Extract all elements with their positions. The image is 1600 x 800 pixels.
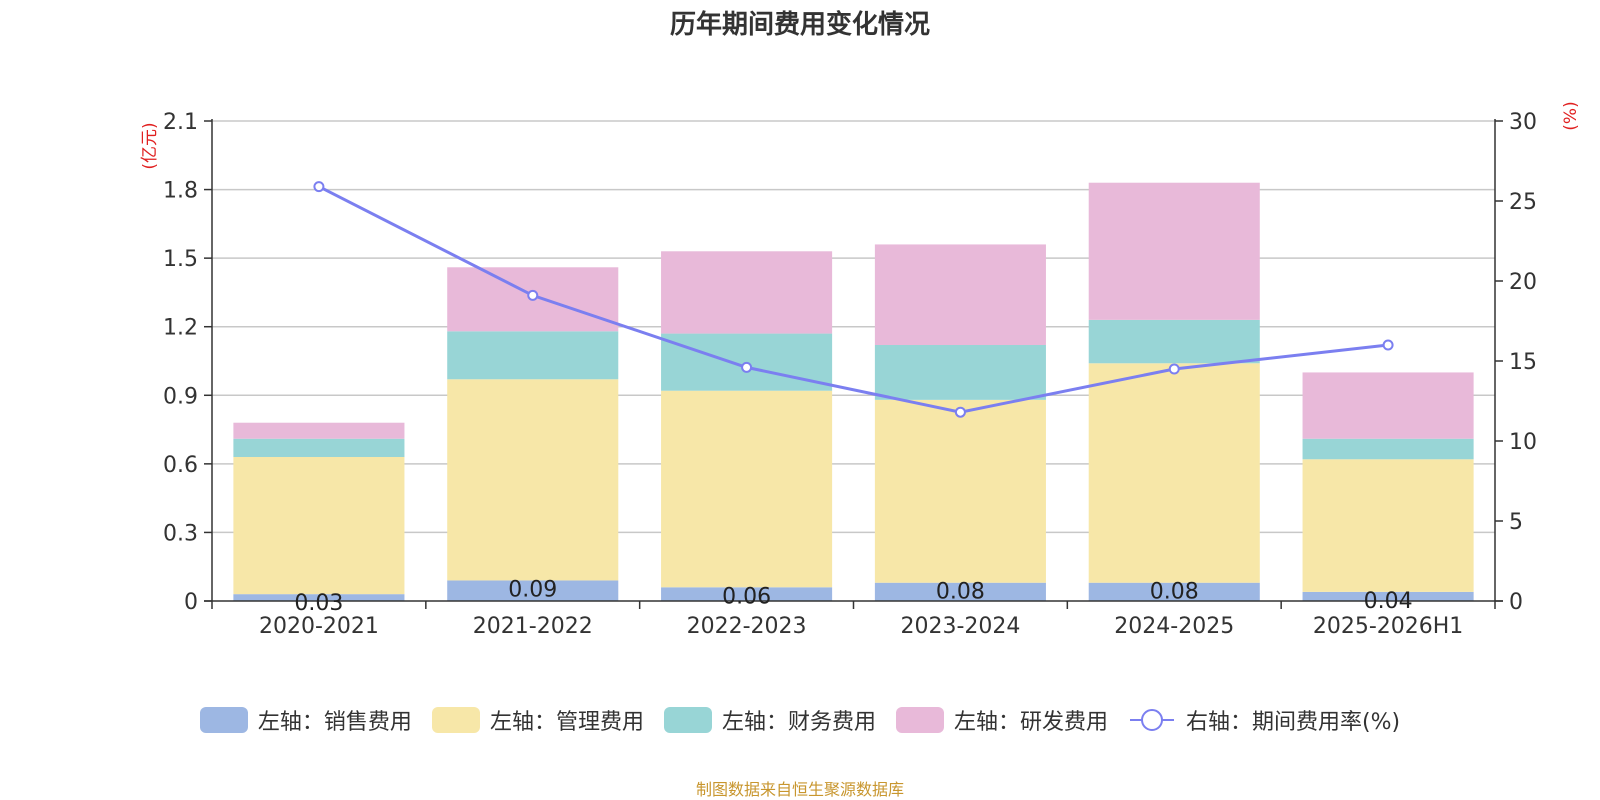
legend-item[interactable]: 左轴：财务费用 — [663, 704, 876, 736]
chart-title: 历年期间费用变化情况 — [669, 10, 930, 40]
right-tick-label: 10 — [1509, 430, 1537, 455]
bar-segment — [1302, 591, 1474, 601]
x-tick-label: 2024-2025 — [1114, 614, 1234, 639]
legend-item[interactable]: 左轴：研发费用 — [895, 704, 1108, 736]
right-tick-label: 30 — [1509, 110, 1537, 135]
expense-rate-point — [313, 181, 325, 193]
legend-line-marker-icon — [1129, 709, 1174, 731]
bar-segment — [1088, 319, 1260, 364]
left-tick-label: 0.9 — [163, 384, 198, 409]
bar-segment — [1302, 372, 1474, 439]
x-tick-label: 2025-2026H1 — [1313, 614, 1463, 639]
data-label-sales: 0.08 — [1150, 580, 1199, 605]
bar-segment — [233, 457, 405, 595]
x-tick-label: 2022-2023 — [687, 614, 807, 639]
bar-segment — [447, 580, 619, 601]
legend-label: 左轴：销售费用 — [257, 710, 412, 735]
chart-legend: 左轴：销售费用 左轴：管理费用 左轴：财务费用 左轴：研发费用 右轴：期间费用率(%) — [0, 704, 1600, 736]
bar-segment — [233, 594, 405, 601]
legend-label: 左轴：管理费用 — [489, 710, 644, 735]
bar-segment — [874, 582, 1046, 601]
left-tick-label: 0.6 — [163, 453, 198, 478]
left-tick-label: 1.8 — [163, 179, 198, 204]
right-tick-label: 5 — [1509, 510, 1523, 535]
source-note: 制图数据来自恒生聚源数据库 — [695, 780, 904, 799]
bar-segment — [447, 331, 619, 380]
legend-item[interactable]: 左轴：销售费用 — [199, 704, 412, 736]
bar-segment — [874, 345, 1046, 400]
expense-rate-point — [1382, 339, 1394, 351]
left-tick-label: 0.3 — [163, 521, 198, 546]
data-label-sales: 0.04 — [1364, 589, 1413, 614]
bar-segment — [661, 390, 833, 588]
legend-label: 左轴：财务费用 — [721, 710, 876, 735]
legend-swatch — [663, 707, 712, 733]
left-tick-label: 0 — [184, 590, 198, 615]
legend-label: 右轴：期间费用率(%) — [1185, 710, 1401, 735]
right-tick-label: 20 — [1509, 270, 1537, 295]
legend-label: 左轴：研发费用 — [953, 710, 1108, 735]
legend-item[interactable]: 右轴：期间费用率(%) — [1128, 704, 1400, 736]
expense-rate-point — [741, 361, 753, 373]
left-axis-unit: (亿元) — [140, 122, 160, 169]
legend-swatch — [895, 707, 944, 733]
bar-segment — [233, 422, 405, 439]
left-tick-label: 2.1 — [163, 110, 198, 135]
bar-segment — [1302, 438, 1474, 460]
x-tick-label: 2020-2021 — [259, 614, 379, 639]
data-label-sales: 0.03 — [294, 591, 343, 616]
bar-segment — [233, 438, 405, 457]
bar-segment — [1088, 582, 1260, 601]
right-tick-label: 15 — [1509, 350, 1537, 375]
bar-segment — [1088, 363, 1260, 583]
right-tick-label: 0 — [1509, 590, 1523, 615]
chart-plot: 0 0.3 0.6 0.9 1.2 1.5 1.8 2.1 0 5 10 15 20 25 30 (亿元) (%… — [140, 101, 1581, 639]
bar-segment — [1088, 182, 1260, 320]
data-label-sales: 0.09 — [508, 577, 557, 602]
expense-rate-line — [318, 185, 1389, 414]
expense-rate-point — [527, 289, 539, 301]
legend-swatch — [431, 707, 480, 733]
right-axis-unit: (%) — [1561, 101, 1581, 130]
bar-segment — [874, 399, 1046, 583]
left-tick-label: 1.2 — [163, 316, 198, 341]
bar-segment — [874, 244, 1046, 345]
bar-segment — [1302, 459, 1474, 592]
data-label-sales: 0.08 — [936, 580, 985, 605]
expense-rate-point — [954, 406, 966, 418]
bar-segment — [661, 587, 833, 601]
left-tick-label: 1.5 — [163, 247, 198, 272]
x-tick-label: 2023-2024 — [900, 614, 1020, 639]
legend-item[interactable]: 左轴：管理费用 — [431, 704, 644, 736]
bar-segment — [447, 379, 619, 581]
data-label-sales: 0.06 — [722, 584, 771, 609]
legend-swatch — [199, 707, 248, 733]
right-tick-label: 25 — [1509, 190, 1537, 215]
expense-rate-point — [1168, 363, 1180, 375]
bar-segment — [661, 251, 833, 334]
x-tick-label: 2021-2022 — [473, 614, 593, 639]
